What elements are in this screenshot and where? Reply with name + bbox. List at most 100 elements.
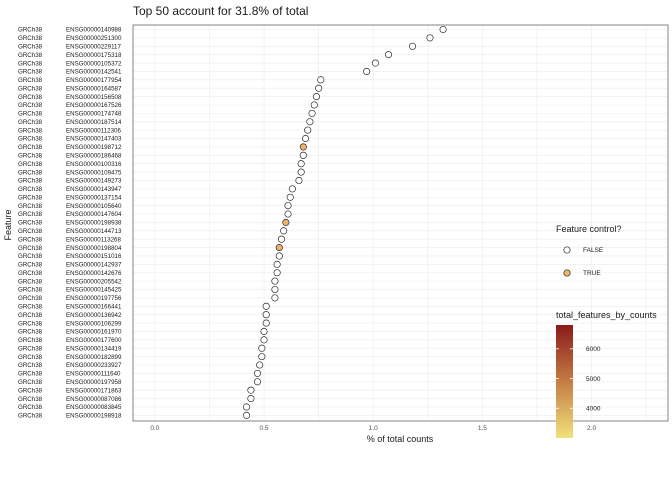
y-tick-feature: ENSG00000198918 xyxy=(66,413,122,420)
y-tick-prefix: GRCh38 xyxy=(18,387,43,394)
x-tick-label: 2.0 xyxy=(587,425,596,432)
y-tick-feature: ENSG00000198712 xyxy=(66,144,122,151)
data-point xyxy=(262,319,270,327)
data-point xyxy=(288,185,296,193)
y-tick-feature: ENSG00000142937 xyxy=(66,262,122,269)
y-tick-label: GRCh38 ENSG00000144713 xyxy=(18,228,122,235)
y-tick-feature: ENSG00000174748 xyxy=(66,111,122,118)
y-tick-label: GRCh38 ENSG00000156508 xyxy=(18,94,122,101)
y-tick-feature: ENSG00000112306 xyxy=(66,127,121,134)
y-tick-label: GRCh38 ENSG00000187514 xyxy=(18,119,122,126)
y-tick-label: GRCh38 ENSG00000142676 xyxy=(18,270,122,277)
data-point xyxy=(284,202,292,210)
y-tick-feature: ENSG00000136942 xyxy=(66,312,122,319)
y-tick-label: GRCh38 ENSG00000175318 xyxy=(18,52,122,59)
y-tick-prefix: GRCh38 xyxy=(18,194,43,201)
data-point xyxy=(306,118,314,126)
data-point xyxy=(315,84,323,92)
y-tick-prefix: GRCh38 xyxy=(18,220,43,227)
y-tick-feature: ENSG00000145425 xyxy=(66,287,122,294)
y-tick-feature: ENSG00000083845 xyxy=(66,404,122,411)
y-tick-label: GRCh38 ENSG00000136942 xyxy=(18,312,122,319)
y-tick-label: GRCh38 ENSG00000105640 xyxy=(18,203,122,210)
y-tick-prefix: GRCh38 xyxy=(18,362,43,369)
y-tick-label: GRCh38 ENSG00000198918 xyxy=(18,413,122,420)
legend-true-label: TRUE xyxy=(583,270,601,277)
y-tick-label: GRCh38 ENSG00000198712 xyxy=(18,144,122,151)
data-point xyxy=(258,353,266,361)
data-point xyxy=(277,235,286,243)
y-tick-label: GRCh38 ENSG00000177600 xyxy=(18,337,122,344)
color-tick-label: 4000 xyxy=(586,406,601,413)
y-tick-prefix: GRCh38 xyxy=(18,186,43,193)
color-bar xyxy=(556,325,573,438)
legend-color-title: total_features_by_counts xyxy=(556,310,657,320)
data-point xyxy=(243,411,251,419)
y-tick-prefix: GRCh38 xyxy=(18,245,43,252)
y-tick-feature: ENSG00000137154 xyxy=(66,194,122,201)
y-tick-feature: ENSG00000182899 xyxy=(66,354,122,361)
y-tick-prefix: GRCh38 xyxy=(18,295,43,302)
data-point xyxy=(262,302,270,310)
y-tick-prefix: GRCh38 xyxy=(18,287,43,294)
y-tick-prefix: GRCh38 xyxy=(18,303,43,310)
data-point xyxy=(301,134,310,143)
y-tick-label: GRCh38 ENSG00000137154 xyxy=(18,194,122,201)
y-axis-title: Feature xyxy=(3,209,13,240)
data-point xyxy=(256,361,264,369)
y-tick-prefix: GRCh38 xyxy=(18,329,43,336)
data-point xyxy=(295,176,303,185)
y-tick-feature: ENSG00000113268 xyxy=(66,236,121,243)
data-point xyxy=(258,344,266,352)
y-tick-feature: ENSG00000105640 xyxy=(66,203,122,210)
y-tick-feature: ENSG00000142541 xyxy=(66,69,122,76)
data-point xyxy=(243,403,251,411)
y-tick-label: GRCh38 ENSG00000149273 xyxy=(18,178,122,185)
y-tick-feature: ENSG00000166441 xyxy=(66,303,122,310)
y-tick-feature: ENSG00000251300 xyxy=(66,35,122,42)
y-tick-feature: ENSG00000087086 xyxy=(66,396,122,403)
y-tick-feature: ENSG00000105372 xyxy=(66,60,122,67)
color-tick-label: 6000 xyxy=(586,346,601,353)
y-tick-prefix: GRCh38 xyxy=(18,111,43,118)
y-tick-prefix: GRCh38 xyxy=(18,161,43,168)
legend-false-label: FALSE xyxy=(583,247,604,254)
data-point xyxy=(260,327,268,336)
y-tick-prefix: GRCh38 xyxy=(18,60,43,67)
y-tick-feature: ENSG00000229117 xyxy=(66,43,121,50)
y-tick-label: GRCh38 ENSG00000233927 xyxy=(18,362,122,369)
y-tick-prefix: GRCh38 xyxy=(18,228,43,235)
data-point xyxy=(247,386,255,394)
y-tick-label: GRCh38 ENSG00000186468 xyxy=(18,153,122,160)
y-tick-label: GRCh38 ENSG00000145425 xyxy=(18,287,122,294)
data-point xyxy=(253,369,262,377)
data-point xyxy=(299,151,307,159)
y-tick-feature: ENSG00000177600 xyxy=(66,337,122,344)
data-point xyxy=(297,160,305,168)
y-tick-feature: ENSG00000147604 xyxy=(66,211,122,218)
legend-true-point xyxy=(563,269,571,277)
y-tick-label: GRCh38 ENSG00000198938 xyxy=(18,220,122,227)
y-tick-feature: ENSG00000140988 xyxy=(66,27,122,34)
y-tick-prefix: GRCh38 xyxy=(18,203,43,210)
y-tick-label: GRCh38 ENSG00000100316 xyxy=(18,161,122,168)
y-tick-label: GRCh38 ENSG00000198804 xyxy=(18,245,122,252)
y-tick-feature: ENSG00000143947 xyxy=(66,186,122,193)
y-tick-label: GRCh38 ENSG00000147403 xyxy=(18,136,122,143)
y-tick-feature: ENSG00000233927 xyxy=(66,362,122,369)
chart-title: Top 50 account for 31.8% of total xyxy=(133,4,308,18)
y-tick-label: GRCh38 ENSG00000087086 xyxy=(18,396,122,403)
y-tick-feature: ENSG00000147403 xyxy=(66,136,122,143)
data-point xyxy=(317,76,325,84)
y-tick-label: GRCh38 ENSG00000177954 xyxy=(18,77,122,84)
y-tick-prefix: GRCh38 xyxy=(18,43,43,50)
data-point xyxy=(408,42,417,50)
y-tick-prefix: GRCh38 xyxy=(18,178,43,185)
data-point xyxy=(310,101,318,109)
legend-shape: Feature control? FALSE TRUE xyxy=(556,224,622,277)
y-tick-prefix: GRCh38 xyxy=(18,153,43,160)
y-tick-feature: ENSG00000106299 xyxy=(66,320,122,327)
y-tick-prefix: GRCh38 xyxy=(18,119,43,126)
y-tick-prefix: GRCh38 xyxy=(18,52,43,59)
